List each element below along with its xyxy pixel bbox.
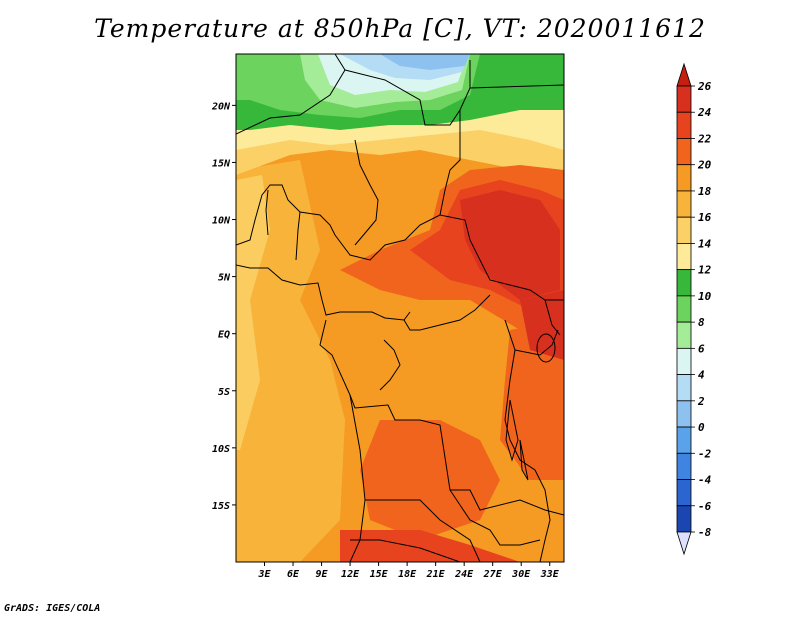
colorbar-segment	[676, 479, 692, 507]
lon-tick-label: 24E	[454, 569, 474, 580]
colorbar-label: -8	[698, 526, 712, 539]
lon-tick-label: 9E	[316, 569, 329, 580]
colorbar-label: -6	[698, 500, 712, 513]
colorbar-label: -4	[698, 474, 712, 487]
colorbar-top-triangle	[676, 62, 692, 87]
colorbar-label: 6	[698, 342, 705, 355]
colorbar-segment	[676, 190, 692, 218]
colorbar-label: 10	[698, 290, 712, 303]
grads-credit: GrADS: IGES/COLA	[4, 603, 101, 614]
country-borders	[236, 54, 564, 562]
lon-tick-label: 6E	[287, 569, 300, 580]
colorbar-label: 0	[698, 421, 705, 434]
colorbar-segment	[676, 505, 692, 533]
lat-tick-label: 15S	[212, 501, 230, 512]
colorbar-segment	[676, 269, 692, 297]
lon-tick-label: 21E	[426, 569, 446, 580]
colorbar-segment	[676, 374, 692, 402]
map-frame	[235, 53, 565, 563]
colorbar-label: 20	[697, 159, 712, 172]
colorbar-segment	[676, 426, 692, 454]
colorbar-label: 24	[697, 106, 712, 119]
colorbar-segment	[676, 164, 692, 192]
colorbar-segment	[676, 400, 692, 428]
colorbar-label: 4	[698, 369, 705, 382]
colorbar-segment	[676, 111, 692, 139]
colorbar-bottom-triangle	[676, 531, 692, 556]
colorbar-segment	[676, 85, 692, 113]
lon-tick-label: 12E	[341, 569, 360, 580]
lat-tick-label: 10S	[212, 444, 230, 455]
colorbar-segment	[676, 138, 692, 166]
colorbar-label: 18	[698, 185, 712, 198]
lon-tick-label: 3E	[257, 569, 271, 580]
lon-tick-label: 30E	[511, 569, 531, 580]
lakes	[505, 333, 556, 481]
lat-tick-label: EQ	[218, 330, 230, 341]
colorbar-segment	[676, 216, 692, 244]
colorbar-label: 26	[697, 80, 712, 93]
lat-tick-label: 5N	[218, 273, 231, 284]
colorbar-label: 2	[697, 395, 705, 408]
colorbar-segment	[676, 321, 692, 349]
lat-tick-label: 15N	[212, 158, 231, 169]
colorbar-label: 14	[698, 237, 712, 250]
lon-tick-label: 27E	[483, 569, 503, 580]
colorbar-label: 16	[698, 211, 712, 224]
temperature-field	[236, 54, 564, 562]
lat-tick-label: 5S	[218, 387, 230, 398]
lat-tick-label: 20N	[211, 101, 231, 112]
colorbar-label: 12	[698, 264, 712, 277]
lon-tick-label: 33E	[540, 569, 560, 580]
lon-tick-label: 18E	[398, 569, 417, 580]
colorbar-segment	[676, 452, 692, 480]
lat-tick-label: 10N	[212, 216, 231, 227]
latitude-axis: 20N 15N 10N 5N EQ 5S 10S 15S	[211, 101, 236, 512]
colorbar-label: 22	[697, 132, 712, 145]
colorbar-label: 8	[698, 316, 705, 329]
colorbar-segment	[676, 347, 692, 375]
map-title: Temperature at 850hPa [C], VT: 202001161…	[94, 14, 706, 43]
colorbar-label: -2	[698, 447, 712, 460]
colorbar-segment	[676, 243, 692, 271]
colorbar-segment	[676, 295, 692, 323]
longitude-axis: 3E 6E 9E 12E 15E 18E 21E 24E 27E 30E 33E	[257, 562, 560, 580]
lon-tick-label: 15E	[370, 569, 389, 580]
